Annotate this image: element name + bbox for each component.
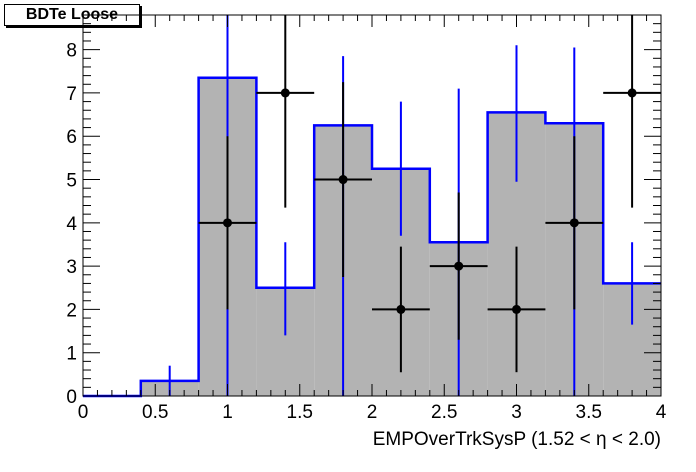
- data-point: [338, 175, 348, 185]
- chart-title: BDTe Loose: [4, 4, 140, 26]
- y-tick-label: 4: [66, 214, 77, 235]
- x-tick-label: 4: [656, 402, 667, 423]
- y-tick-label: 6: [66, 127, 77, 148]
- x-tick-label: 0.5: [142, 402, 168, 423]
- data-point: [512, 304, 521, 314]
- y-tick-label: 8: [66, 41, 77, 62]
- x-tick-label: 1: [222, 402, 233, 423]
- y-tick-label: 0: [66, 387, 77, 408]
- x-tick-label: 3.5: [576, 402, 602, 423]
- y-tick-label: 2: [66, 300, 77, 321]
- y-tick-label: 5: [66, 171, 77, 192]
- x-axis-title: EMPOverTrkSysP (1.52 < η < 2.0): [373, 429, 661, 450]
- data-point: [223, 218, 232, 228]
- histogram-outline: [83, 76, 661, 398]
- x-tick-label: 2.5: [431, 402, 457, 423]
- x-tick-label: 2: [367, 402, 378, 423]
- data-point: [280, 88, 290, 98]
- data-point: [627, 88, 637, 98]
- data-point: [569, 218, 579, 228]
- x-tick-label: 0: [78, 402, 89, 423]
- y-tick-label: 1: [66, 344, 77, 365]
- y-tick-label: 3: [66, 257, 77, 278]
- x-tick-label: 1.5: [287, 402, 313, 423]
- data-point: [396, 304, 406, 314]
- data-point: [454, 261, 464, 271]
- x-tick-label: 3: [511, 402, 522, 423]
- y-tick-label: 7: [66, 84, 77, 105]
